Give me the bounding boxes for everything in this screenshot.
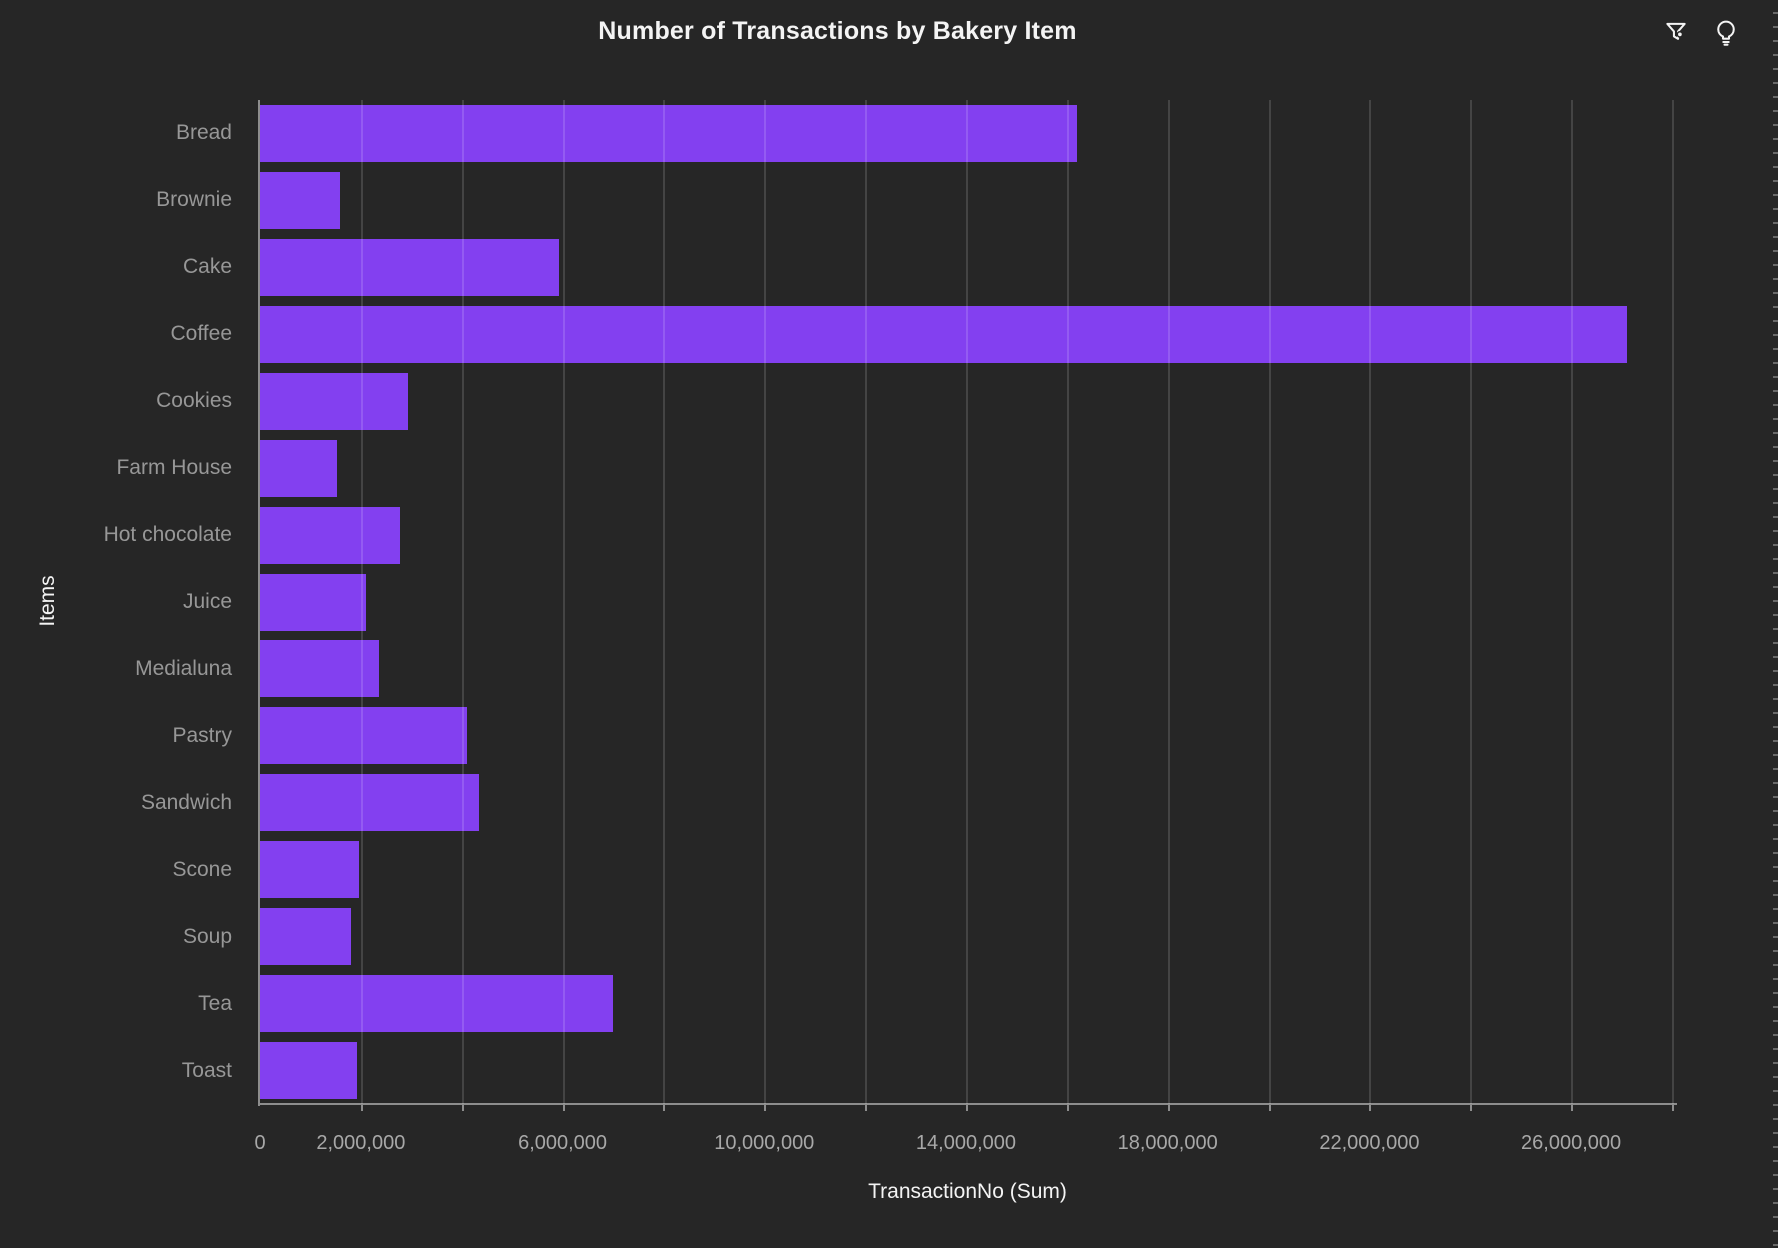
bar-scone[interactable] <box>260 841 359 899</box>
gridline <box>1671 100 1674 1104</box>
x-axis-tick-mark <box>965 1105 968 1111</box>
filter-button[interactable] <box>1658 14 1694 50</box>
x-axis-tick-mark <box>1369 1105 1372 1111</box>
x-axis-title: TransactionNo (Sum) <box>868 1180 1067 1203</box>
bar-pastry[interactable] <box>260 707 467 765</box>
x-axis-tick-mark <box>1671 1105 1674 1111</box>
y-axis-label: Tea <box>198 991 232 1015</box>
y-axis-label: Sandwich <box>140 790 232 814</box>
bar-hot-chocolate[interactable] <box>260 506 401 564</box>
gridline <box>562 100 565 1104</box>
x-axis-tick-mark <box>360 1105 363 1111</box>
gridline <box>1571 100 1574 1104</box>
y-axis-label: Juice <box>182 590 232 613</box>
y-axis-label: Hot chocolate <box>103 523 232 547</box>
x-axis-tick-mark <box>764 1105 767 1111</box>
x-axis-tick-label: 14,000,000 <box>915 1132 1017 1154</box>
y-axis-label: Scone <box>172 857 232 881</box>
x-axis-tick-label: 22,000,000 <box>1319 1132 1420 1154</box>
gridline <box>1167 100 1170 1104</box>
bar-cookies[interactable] <box>260 372 408 430</box>
bar-farm-house[interactable] <box>260 439 338 497</box>
bar-soup[interactable] <box>260 908 351 966</box>
x-axis-tick-label: 2,000,000 <box>316 1132 406 1154</box>
bar-coffee[interactable] <box>260 305 1627 363</box>
y-axis-line <box>258 100 260 1106</box>
gridline <box>1470 100 1473 1104</box>
x-axis-tick-mark <box>562 1105 565 1111</box>
y-axis-label: Farm House <box>116 456 232 480</box>
chart-toolbar <box>1658 14 1744 50</box>
y-axis-label: Toast <box>181 1058 232 1082</box>
x-axis-tick-mark <box>865 1105 868 1111</box>
insights-button[interactable] <box>1708 14 1744 50</box>
y-axis-label: Brownie <box>156 188 232 212</box>
x-axis-tick-mark <box>1571 1105 1574 1111</box>
y-axis-label: Soup <box>182 924 232 948</box>
chart-title: Number of Transactions by Bakery Item <box>598 17 1077 45</box>
x-axis-tick-label: 18,000,000 <box>1117 1132 1218 1154</box>
filter-icon <box>1666 22 1686 40</box>
bar-cake[interactable] <box>260 238 560 296</box>
x-axis-tick-mark <box>1167 1105 1170 1111</box>
bar-toast[interactable] <box>260 1042 357 1100</box>
gridline <box>360 100 363 1104</box>
gridline <box>865 100 868 1104</box>
gridline <box>1268 100 1271 1104</box>
x-axis-tick-mark <box>461 1105 464 1111</box>
y-axis-label: Coffee <box>170 322 233 346</box>
bar-brownie[interactable] <box>260 171 341 229</box>
bar-tea[interactable] <box>260 975 613 1033</box>
x-axis-tick-label: 6,000,000 <box>518 1132 608 1154</box>
y-axis-label: Cookies <box>156 389 232 413</box>
bar-juice[interactable] <box>260 573 366 631</box>
gridline <box>1066 100 1069 1104</box>
y-axis-label: Medialuna <box>135 656 232 680</box>
x-axis-tick-mark <box>1066 1105 1069 1111</box>
bar-medialuna[interactable] <box>260 640 379 698</box>
x-axis-tick-label: 10,000,000 <box>714 1132 815 1154</box>
y-axis-label: Pastry <box>172 723 232 747</box>
y-axis-label: Bread <box>175 121 232 145</box>
bar-bread[interactable] <box>260 104 1077 162</box>
gridline <box>461 100 464 1104</box>
lightbulb-icon <box>1717 20 1735 46</box>
scrollbar[interactable] <box>1773 0 1778 1248</box>
x-axis-tick-mark <box>1268 1105 1271 1111</box>
gridline <box>965 100 968 1104</box>
x-axis-line <box>258 1103 1677 1105</box>
gridline <box>764 100 767 1104</box>
gridline <box>1369 100 1372 1104</box>
gridline <box>663 100 666 1104</box>
x-axis-tick-mark <box>663 1105 666 1111</box>
x-axis-tick-label: 0 <box>254 1132 266 1154</box>
x-axis-tick-label: 26,000,000 <box>1521 1132 1622 1154</box>
x-axis-tick-mark <box>1470 1105 1473 1111</box>
plot-area <box>260 100 1675 1104</box>
y-axis-label: Cake <box>182 255 232 279</box>
bar-sandwich[interactable] <box>260 774 479 832</box>
